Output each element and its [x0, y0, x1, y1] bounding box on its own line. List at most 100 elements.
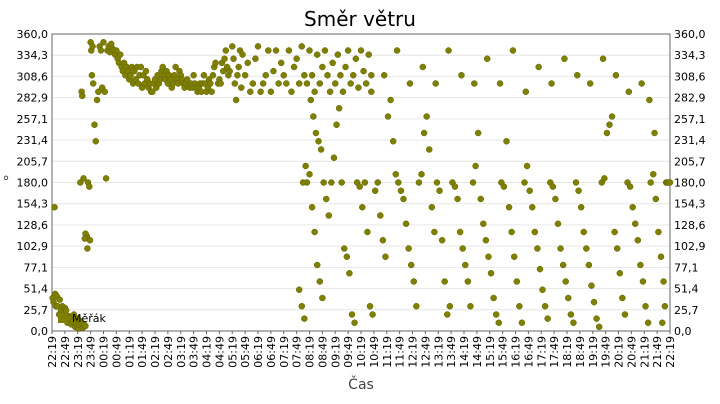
- data-point: [190, 72, 197, 79]
- data-point: [324, 72, 331, 79]
- data-point: [371, 187, 379, 194]
- data-point: [464, 278, 472, 285]
- data-point: [580, 228, 587, 236]
- data-point: [252, 55, 259, 62]
- data-points: [49, 39, 674, 332]
- x-tick-label: 19:49: [600, 336, 613, 368]
- data-point: [575, 187, 582, 194]
- y-tick-label: 154,3: [17, 198, 49, 211]
- data-point: [270, 67, 277, 75]
- x-tick-label: 10:49: [368, 336, 381, 368]
- data-point: [451, 183, 459, 190]
- x-tick-label: 07:49: [291, 336, 304, 368]
- data-point: [613, 245, 621, 252]
- data-point: [102, 175, 110, 182]
- data-point: [577, 204, 585, 211]
- data-point: [335, 105, 343, 112]
- x-tick-label: 10:19: [355, 336, 368, 368]
- y-tick-label-right: 257,1: [674, 113, 706, 126]
- data-point: [380, 72, 388, 79]
- y-tick-label-right: 102,9: [674, 240, 706, 253]
- data-point: [365, 51, 372, 58]
- data-point: [298, 43, 306, 50]
- data-point: [361, 179, 369, 186]
- data-point: [454, 195, 461, 203]
- y-tick-label: 334,3: [17, 49, 49, 62]
- data-point: [428, 204, 436, 211]
- data-point: [389, 138, 397, 145]
- x-tick-label: 22:19: [46, 336, 59, 368]
- data-point: [238, 84, 245, 91]
- data-point: [368, 72, 375, 79]
- data-point: [247, 88, 254, 95]
- data-point: [639, 278, 647, 285]
- x-tick-label: 09:49: [342, 336, 355, 368]
- data-point: [135, 80, 142, 87]
- data-point: [603, 129, 611, 137]
- x-tick-label: 19:19: [587, 336, 600, 368]
- data-point: [590, 298, 598, 306]
- data-point: [418, 171, 425, 178]
- data-point: [548, 80, 555, 87]
- data-point: [244, 59, 251, 67]
- y-tick-label: 51,4: [24, 283, 49, 296]
- data-point: [100, 39, 107, 46]
- data-point: [333, 121, 340, 128]
- data-point: [82, 322, 89, 330]
- data-point: [89, 80, 97, 87]
- x-tick-label: 03:49: [188, 336, 201, 368]
- data-point: [283, 80, 290, 87]
- data-point: [311, 228, 318, 236]
- data-point: [159, 63, 166, 71]
- data-point: [608, 113, 616, 120]
- data-point: [230, 55, 237, 62]
- x-tick-label: 21:19: [638, 336, 651, 368]
- data-point: [611, 228, 618, 236]
- data-point: [208, 88, 215, 95]
- data-point: [293, 55, 300, 62]
- data-point: [226, 67, 233, 75]
- data-point: [599, 55, 607, 62]
- y-tick-label: 282,9: [17, 92, 49, 105]
- data-point: [92, 138, 100, 145]
- data-point: [359, 204, 366, 211]
- data-point: [306, 171, 313, 178]
- data-point: [509, 47, 517, 54]
- data-point: [472, 162, 479, 170]
- data-point: [221, 55, 228, 62]
- x-tick-label: 08:49: [316, 336, 329, 368]
- data-point: [311, 88, 318, 95]
- data-point: [629, 204, 636, 211]
- x-tick-label: 13:19: [432, 336, 445, 368]
- data-point: [231, 80, 239, 87]
- x-tick-label: 16:49: [522, 336, 535, 368]
- data-point: [265, 47, 272, 54]
- data-point: [235, 63, 242, 71]
- x-tick-label: 15:19: [484, 336, 497, 368]
- data-point: [86, 237, 94, 244]
- x-axis: 22:19 22:49 23:19 23:49 00:19 00:49 01:19 01:49…: [46, 331, 677, 368]
- data-point: [393, 47, 401, 54]
- data-point: [471, 80, 478, 87]
- data-point: [505, 204, 513, 211]
- data-point: [462, 261, 469, 269]
- data-point: [377, 212, 384, 219]
- data-point: [374, 179, 381, 186]
- y-tick-label: 180,0: [17, 177, 49, 190]
- data-point: [562, 278, 569, 285]
- data-point: [397, 187, 405, 194]
- data-point: [503, 138, 510, 145]
- data-point: [535, 63, 542, 71]
- x-tick-label: 18:49: [574, 336, 587, 368]
- data-point: [522, 88, 530, 95]
- x-tick-label: 05:49: [239, 336, 252, 368]
- data-point: [306, 47, 313, 54]
- data-point: [328, 179, 335, 186]
- data-point: [348, 311, 356, 318]
- x-tick-label: 12:49: [419, 336, 432, 368]
- data-point: [392, 171, 400, 178]
- y-tick-label-right: 154,3: [674, 198, 706, 211]
- data-point: [116, 51, 124, 58]
- data-point: [510, 253, 518, 260]
- data-point: [288, 88, 295, 95]
